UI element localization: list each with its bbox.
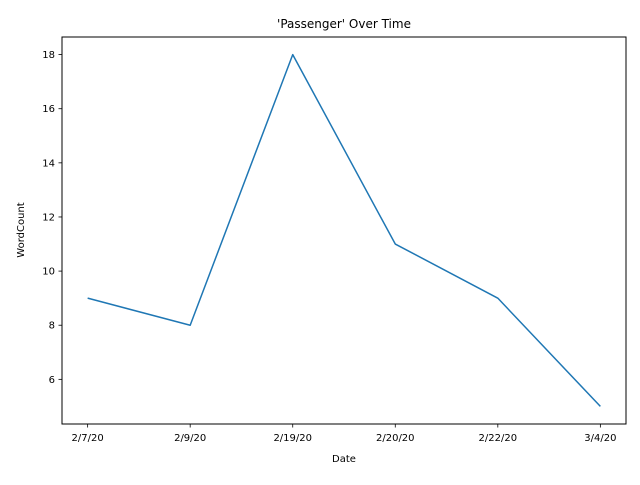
y-tick-label: 8 (49, 321, 55, 332)
y-tick-label: 16 (42, 104, 55, 115)
y-tick-label: 14 (42, 158, 55, 169)
x-tick-label: 2/22/20 (479, 433, 518, 444)
y-tick-label: 12 (42, 212, 55, 223)
y-tick-label: 6 (49, 375, 55, 386)
x-tick-label: 2/9/20 (174, 433, 206, 444)
chart-title: 'Passenger' Over Time (277, 17, 411, 31)
x-tick-label: 2/19/20 (273, 433, 312, 444)
series-line (87, 53, 601, 407)
y-tick-label: 18 (42, 50, 55, 61)
x-tick-label: 2/7/20 (72, 433, 104, 444)
x-axis-label: Date (332, 454, 356, 465)
x-tick-label: 3/4/20 (584, 433, 616, 444)
y-axis-label: WordCount (16, 202, 27, 257)
y-tick-label: 10 (42, 267, 55, 278)
x-tick-label: 2/20/20 (376, 433, 415, 444)
plot-area-frame (61, 36, 627, 425)
y-axis-ticks: 6 8 10 12 14 16 18 (42, 50, 62, 386)
x-axis-ticks: 2/7/20 2/9/20 2/19/20 2/20/20 2/22/20 3/4/20 (72, 424, 616, 444)
